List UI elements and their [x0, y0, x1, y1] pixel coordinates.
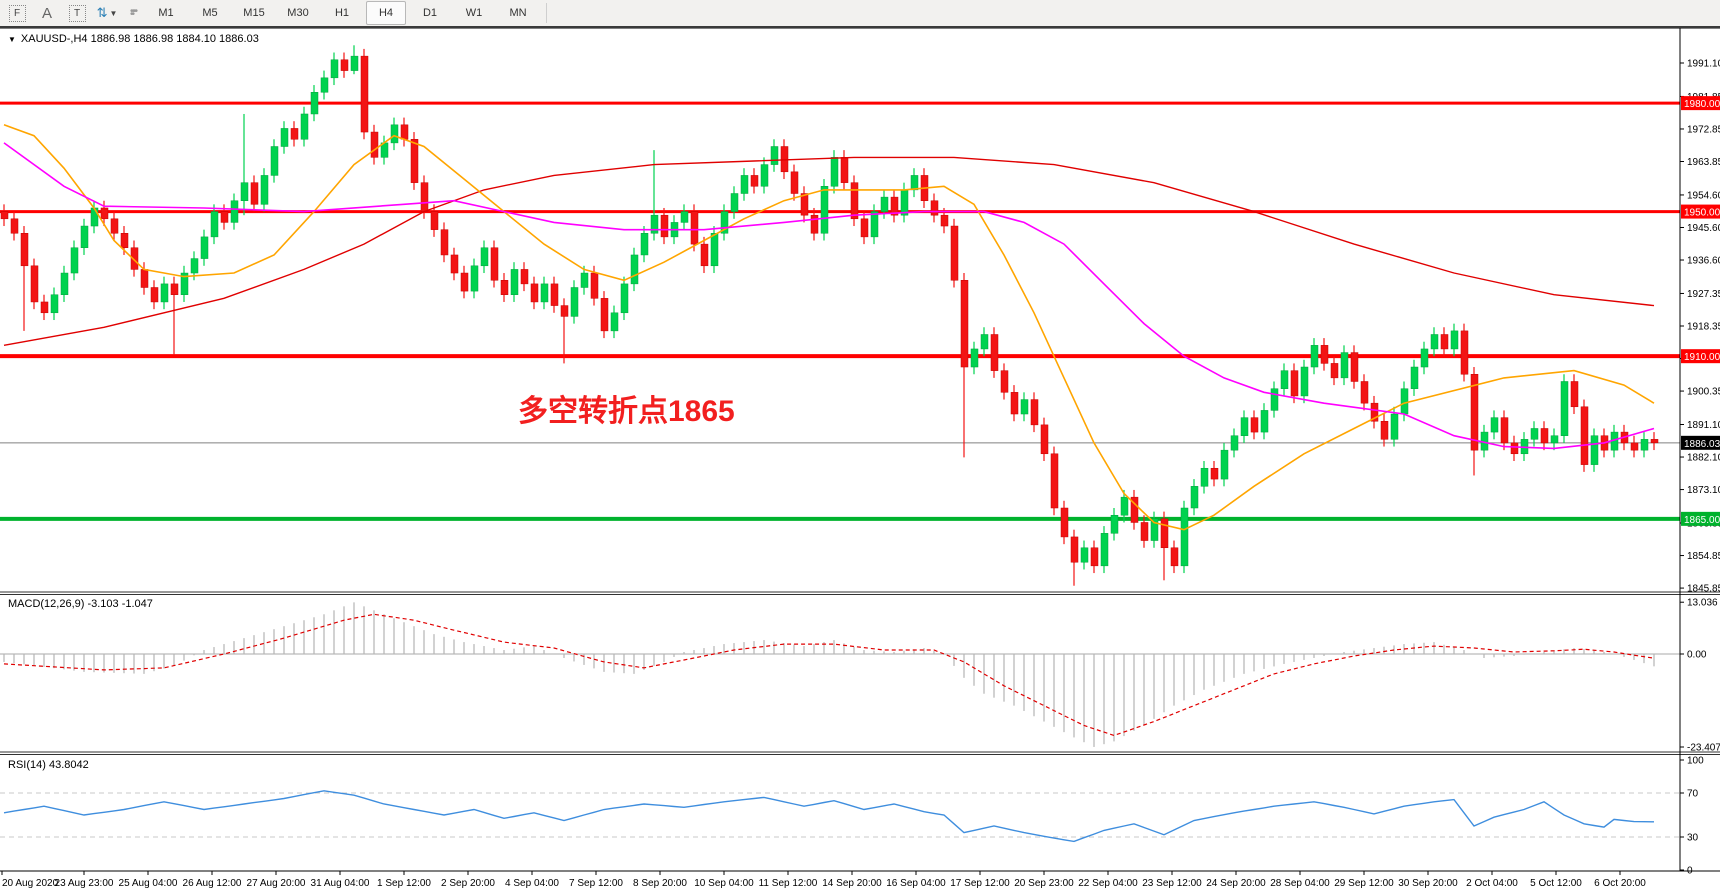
svg-text:1927.35: 1927.35 [1687, 289, 1720, 300]
svg-text:5 Oct 12:00: 5 Oct 12:00 [1530, 878, 1582, 889]
timeframe-button-h1[interactable]: H1 [334, 7, 350, 19]
svg-text:27 Aug 20:00: 27 Aug 20:00 [247, 878, 306, 889]
svg-text:1865.00: 1865.00 [1684, 515, 1720, 526]
svg-text:28 Sep 04:00: 28 Sep 04:00 [1270, 878, 1330, 889]
svg-text:24 Sep 20:00: 24 Sep 20:00 [1206, 878, 1266, 889]
svg-text:1891.10: 1891.10 [1687, 420, 1720, 431]
svg-text:14 Sep 20:00: 14 Sep 20:00 [822, 878, 882, 889]
chevron-down-icon: ▼ [109, 8, 118, 18]
arrows-icon[interactable]: ⇅ ▼ [96, 5, 118, 20]
svg-text:0.00: 0.00 [1687, 650, 1707, 661]
svg-text:100: 100 [1687, 756, 1704, 767]
timeframe-button-h4[interactable]: H4 [366, 1, 406, 25]
svg-text:30 Sep 20:00: 30 Sep 20:00 [1398, 878, 1458, 889]
svg-text:20 Aug 2020: 20 Aug 2020 [2, 878, 59, 889]
svg-text:16 Sep 04:00: 16 Sep 04:00 [886, 878, 946, 889]
svg-text:29 Sep 12:00: 29 Sep 12:00 [1334, 878, 1394, 889]
timeframe-button-m1[interactable]: M1 [158, 7, 174, 19]
rsi-plot [0, 790, 1680, 843]
rsi-indicator-label: RSI(14) 43.8042 [8, 759, 89, 771]
svg-text:1945.60: 1945.60 [1687, 223, 1720, 234]
timeframe-button-m30[interactable]: M30 [287, 7, 309, 19]
text-a-icon[interactable]: A [41, 4, 52, 22]
timeframe-button-w1[interactable]: W1 [465, 7, 483, 19]
svg-text:4 Sep 04:00: 4 Sep 04:00 [505, 878, 559, 889]
svg-text:-23.407: -23.407 [1687, 742, 1720, 753]
svg-text:25 Aug 04:00: 25 Aug 04:00 [119, 878, 178, 889]
chart-area[interactable]: 1991.101981.851972.851963.851954.601945.… [0, 28, 1720, 893]
svg-text:17 Sep 12:00: 17 Sep 12:00 [950, 878, 1010, 889]
svg-text:30: 30 [1687, 833, 1699, 844]
level-lines [0, 101, 1680, 521]
svg-text:1972.85: 1972.85 [1687, 124, 1720, 135]
svg-text:1873.10: 1873.10 [1687, 485, 1720, 496]
timeframe-button-m5[interactable]: M5 [202, 7, 218, 19]
symbol-ohlc-readout: ▼ XAUUSD-,H4 1886.98 1886.98 1884.10 188… [8, 33, 259, 45]
svg-text:1886.03: 1886.03 [1684, 439, 1720, 450]
svg-text:2 Sep 20:00: 2 Sep 20:00 [441, 878, 495, 889]
svg-text:6 Oct 20:00: 6 Oct 20:00 [1594, 878, 1646, 889]
svg-text:13.036: 13.036 [1687, 598, 1718, 609]
svg-text:10 Sep 04:00: 10 Sep 04:00 [694, 878, 754, 889]
svg-text:70: 70 [1687, 789, 1699, 800]
svg-text:22 Sep 04:00: 22 Sep 04:00 [1078, 878, 1138, 889]
svg-text:8 Sep 20:00: 8 Sep 20:00 [633, 878, 687, 889]
svg-text:1954.60: 1954.60 [1687, 190, 1720, 201]
svg-text:23 Sep 12:00: 23 Sep 12:00 [1142, 878, 1202, 889]
svg-text:1950.00: 1950.00 [1684, 208, 1720, 219]
timeframe-button-m15[interactable]: M15 [243, 7, 265, 19]
svg-text:1936.60: 1936.60 [1687, 256, 1720, 267]
svg-text:23 Aug 23:00: 23 Aug 23:00 [55, 878, 114, 889]
chart-annotation: 多空转折点1865 [518, 395, 735, 428]
timeframe-bar: M1 M5 M15 M30 H1 H4 D1 W1 MN [144, 1, 540, 25]
svg-text:1882.10: 1882.10 [1687, 453, 1720, 464]
svg-text:7 Sep 12:00: 7 Sep 12:00 [569, 878, 623, 889]
panel-borders [0, 28, 1720, 872]
svg-text:20 Sep 23:00: 20 Sep 23:00 [1014, 878, 1074, 889]
toolbar-separator [546, 3, 547, 23]
timeframe-button-mn[interactable]: MN [509, 7, 527, 19]
chart-canvas[interactable]: 1991.101981.851972.851963.851954.601945.… [0, 28, 1720, 893]
macd-plot [0, 602, 1680, 747]
snap-grid-icon[interactable]: F [4, 2, 30, 24]
svg-text:1 Sep 12:00: 1 Sep 12:00 [377, 878, 431, 889]
svg-text:1910.00: 1910.00 [1684, 352, 1720, 363]
svg-text:1845.85: 1845.85 [1687, 584, 1720, 595]
text-label-glyph: T [68, 4, 86, 22]
macd-indicator-label: MACD(12,26,9) -3.103 -1.047 [8, 598, 153, 610]
toolbar: F A T ⇅ ▼ •••••• M1 M5 M15 M30 H1 H4 D1 W1 MN [0, 0, 1720, 28]
svg-text:1963.85: 1963.85 [1687, 157, 1720, 168]
toolbar-drag-handle[interactable]: •••••• [130, 6, 138, 20]
text-label-icon[interactable]: T [64, 2, 90, 24]
svg-text:11 Sep 12:00: 11 Sep 12:00 [759, 878, 818, 889]
snap-grid-glyph: F [8, 4, 26, 22]
svg-text:1980.00: 1980.00 [1684, 99, 1720, 110]
svg-text:26 Aug 12:00: 26 Aug 12:00 [183, 878, 242, 889]
svg-text:2 Oct 04:00: 2 Oct 04:00 [1466, 878, 1518, 889]
timeframe-button-d1[interactable]: D1 [422, 7, 438, 19]
collapse-triangle-icon[interactable]: ▼ [8, 34, 16, 44]
svg-text:1918.35: 1918.35 [1687, 321, 1720, 332]
svg-text:1900.35: 1900.35 [1687, 387, 1720, 398]
candlesticks [0, 45, 1659, 586]
svg-text:31 Aug 04:00: 31 Aug 04:00 [311, 878, 370, 889]
svg-text:1991.10: 1991.10 [1687, 59, 1720, 70]
moving-averages [3, 124, 1655, 531]
symbol-ohlc-text: XAUUSD-,H4 1886.98 1886.98 1884.10 1886.… [20, 33, 259, 45]
svg-text:1854.85: 1854.85 [1687, 551, 1720, 562]
svg-text:0: 0 [1687, 866, 1693, 877]
price-axis[interactable]: 1991.101981.851972.851963.851954.601945.… [1680, 59, 1720, 877]
